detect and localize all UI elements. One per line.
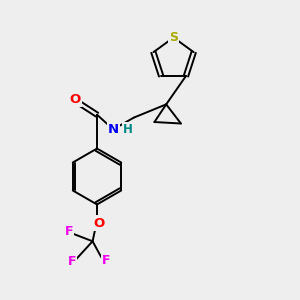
Text: N: N <box>108 123 119 136</box>
Text: F: F <box>65 225 73 238</box>
Text: O: O <box>69 93 80 106</box>
Text: F: F <box>68 255 76 268</box>
Text: O: O <box>94 217 105 230</box>
Text: S: S <box>169 31 178 44</box>
Text: H: H <box>123 123 133 136</box>
Text: F: F <box>102 254 110 267</box>
